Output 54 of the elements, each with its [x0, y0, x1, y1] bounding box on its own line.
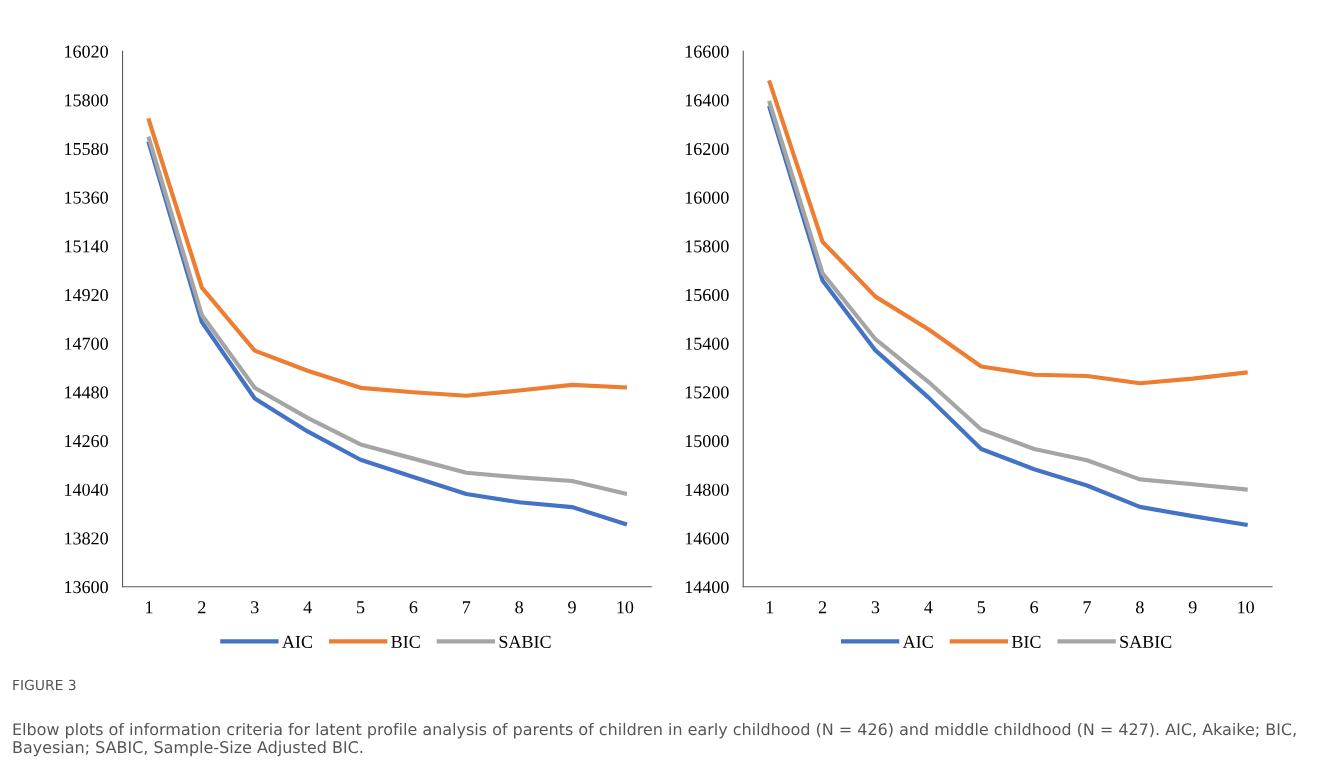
y-tick-label: 15580 — [65, 142, 108, 156]
y-tick-label: 14260 — [65, 434, 108, 448]
y-tick-label: 14800 — [685, 483, 729, 496]
x-tick-label: 4 — [924, 601, 933, 614]
x-tick-label: 3 — [251, 601, 259, 614]
y-tick-label: 15400 — [685, 337, 729, 350]
x-tick-label: 5 — [357, 601, 365, 614]
caption: FIGURE 3 — [13, 679, 76, 691]
y-tick-label: 14920 — [65, 288, 108, 302]
x-tick-label: 5 — [977, 601, 986, 614]
y-tick-label: 15600 — [685, 288, 729, 302]
y-tick-label: 15000 — [685, 434, 729, 448]
y-tick-label: 14480 — [65, 386, 108, 399]
x-tick-label: 10 — [617, 601, 634, 614]
x-tick-label: 2 — [198, 601, 206, 614]
y-tick-label: 15800 — [685, 240, 729, 253]
legend-label: AIC — [902, 635, 933, 648]
x-tick-label: 4 — [303, 601, 312, 614]
x-tick-label: 6 — [1030, 601, 1039, 614]
y-tick-label: 16020 — [65, 45, 108, 58]
x-tick-label: 1 — [146, 601, 153, 614]
legend-label: AIC — [282, 635, 313, 648]
y-tick-label: 13600 — [65, 581, 108, 594]
y-tick-label: 16000 — [685, 191, 729, 204]
y-tick-label: 16600 — [685, 45, 729, 58]
y-tick-label: 13820 — [65, 532, 108, 545]
x-tick-label: 6 — [409, 601, 418, 614]
y-tick-label: 14040 — [65, 483, 108, 496]
y-tick-label: 15200 — [685, 386, 729, 399]
x-tick-label: 7 — [462, 601, 471, 614]
x-tick-label: 1 — [766, 601, 774, 614]
legend-label: SABIC — [499, 635, 551, 648]
x-tick-label: 2 — [818, 601, 827, 614]
text: Elbow plots of information criteria for latent profile analysis of parents of children in early childhood (N = 426) and middle childhood (N = 427). AIC, Akaike; BIC, Bayesian; SABIC, Sample-Size Adjusted BIC. — [13, 722, 1296, 757]
line-series — [767, 80, 1248, 386]
y-tick-label: 14600 — [685, 532, 729, 545]
y-tick-label: 15140 — [65, 240, 108, 253]
legend-label: SABIC — [1120, 635, 1172, 648]
x-tick-label: 3 — [871, 601, 880, 614]
legend-label: BIC — [1011, 635, 1041, 648]
y-tick-label: 16200 — [685, 142, 729, 156]
x-tick-label: 8 — [515, 601, 523, 614]
y-tick-label: 15800 — [65, 94, 108, 107]
x-tick-label: 9 — [1188, 601, 1197, 614]
y-tick-label: 14400 — [685, 581, 729, 594]
line-series — [146, 118, 627, 398]
y-tick-label: 14700 — [65, 337, 108, 350]
x-tick-label: 9 — [568, 601, 576, 614]
y-tick-label: 16400 — [685, 94, 729, 107]
legend-label: BIC — [391, 635, 420, 648]
y-tick-label: 15360 — [65, 191, 108, 204]
x-tick-label: 7 — [1083, 601, 1091, 614]
x-tick-label: 8 — [1136, 601, 1144, 614]
x-tick-label: 10 — [1238, 601, 1254, 614]
